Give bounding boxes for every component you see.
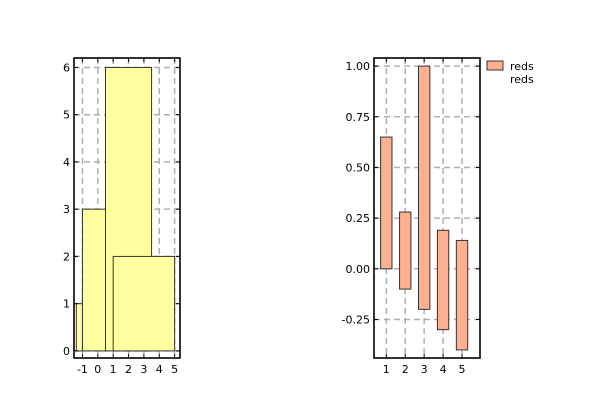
y-tick-label: 1.00 [346,60,371,73]
y-tick-label: 4 [63,156,70,169]
x-tick-label: 1 [383,363,390,376]
legend-label: reds [510,60,534,73]
x-tick-label: 2 [402,363,409,376]
plot-frame [73,57,181,359]
bar-4 [112,255,176,352]
bar-3 [417,65,431,310]
x-tick-label: 5 [171,363,178,376]
bar-2 [399,211,412,290]
y-tick-label: 2 [63,250,70,263]
bar-1 [380,136,393,270]
y-tick-label: 0 [63,345,70,358]
y-tick-label: -0.25 [342,313,370,326]
y-tick-label: 0.50 [346,161,371,174]
x-tick-label: -1 [77,363,88,376]
legend-swatch [486,60,504,71]
legend-label: reds [510,73,534,86]
y-tick-label: 0.25 [346,212,371,225]
bar-5 [455,239,469,351]
y-tick-label: 1 [63,298,70,311]
bar-1 [75,303,83,352]
plot-frame [373,57,481,359]
bar-4 [436,229,450,331]
x-tick-label: 3 [140,363,147,376]
y-tick-label: 5 [63,109,70,122]
x-tick-label: 2 [125,363,132,376]
bar-2 [81,208,106,352]
x-tick-label: 4 [440,363,447,376]
x-tick-label: 0 [94,363,101,376]
x-tick-label: 4 [156,363,163,376]
y-tick-label: 0.00 [346,263,371,276]
x-tick-label: 3 [421,363,428,376]
x-tick-label: 1 [110,363,117,376]
y-tick-label: 6 [63,61,70,74]
x-tick-label: 5 [459,363,466,376]
y-tick-label: 3 [63,203,70,216]
y-tick-label: 0.75 [346,111,371,124]
